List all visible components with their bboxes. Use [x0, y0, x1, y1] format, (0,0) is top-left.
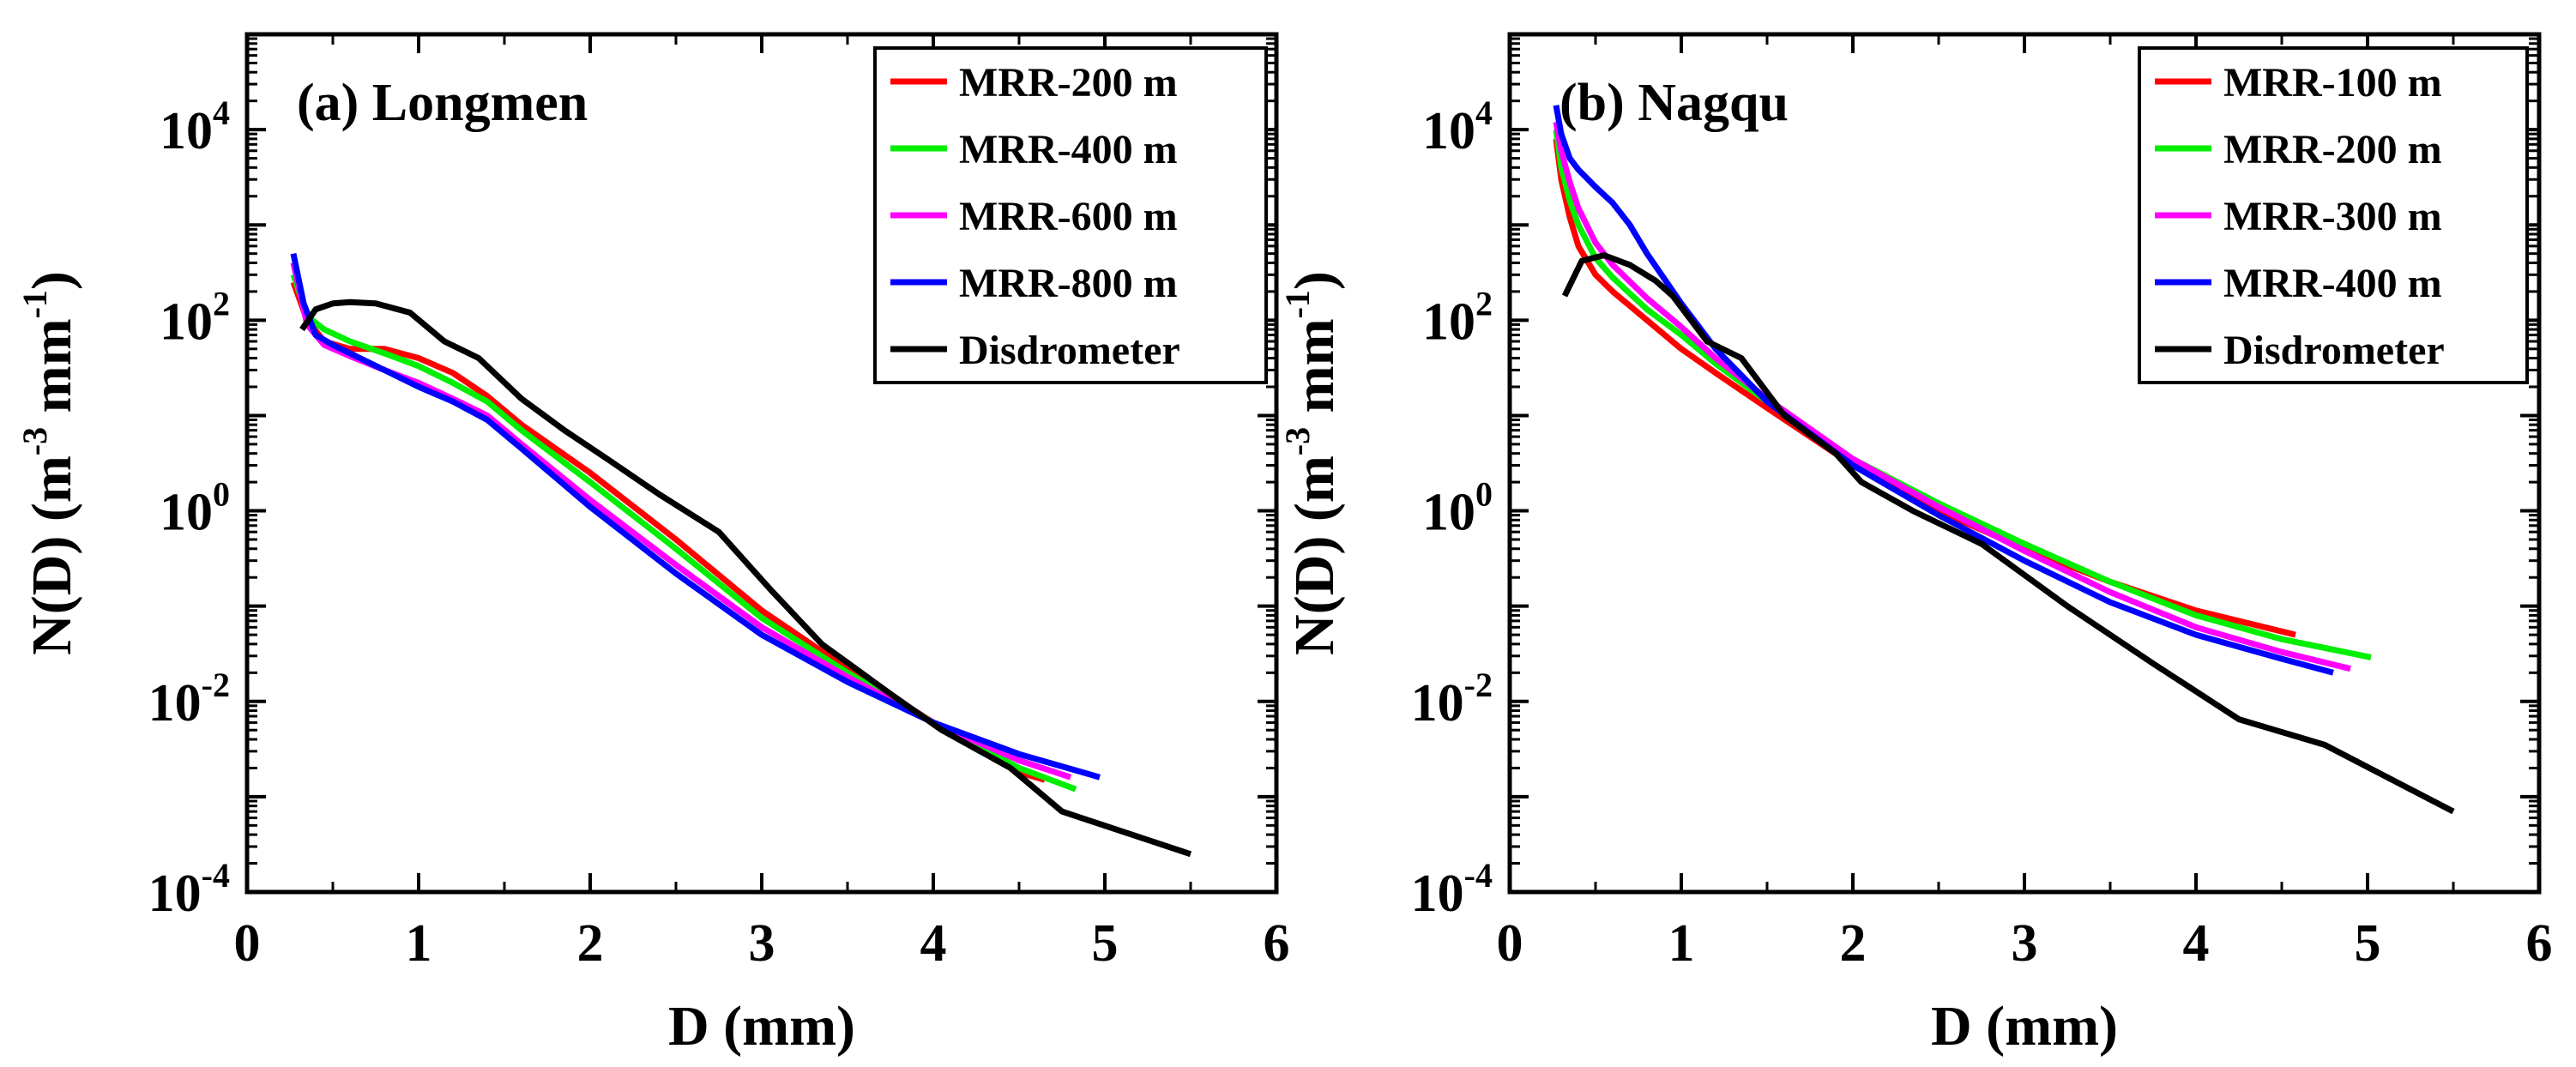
- y-axis-label: N(D) (m-3 mm-1): [1278, 271, 1346, 655]
- series-line-disdrometer: [1561, 252, 2455, 815]
- legend-item: MRR-600 m: [890, 194, 1178, 239]
- y-tick-label: 104: [160, 93, 230, 160]
- y-tick-label: 100: [1422, 475, 1493, 542]
- legend-item: MRR-800 m: [890, 261, 1178, 306]
- legend-item: MRR-200 m: [890, 60, 1178, 105]
- panel-title: (a) Longmen: [297, 74, 588, 132]
- x-tick-label: 3: [2012, 914, 2038, 973]
- legend-item: MRR-200 m: [2155, 127, 2442, 172]
- x-tick-label: 3: [749, 914, 775, 973]
- y-tick-label: 10-4: [1411, 856, 1493, 923]
- x-tick-label: 4: [2183, 914, 2210, 973]
- x-tick-label: 1: [1668, 914, 1695, 973]
- series-line-mrr-200-m: [1553, 129, 2372, 660]
- legend-label: Disdrometer: [959, 328, 1180, 373]
- y-tick-label: 10-2: [1411, 666, 1493, 732]
- x-axis: 0 1 2 3 4 5 6: [234, 34, 1290, 973]
- legend-label: MRR-800 m: [959, 261, 1178, 306]
- y-axis-label: N(D) (m-3 mm-1): [15, 271, 83, 655]
- y-axis: 10-4 10-2 100 102 104: [1411, 37, 2539, 923]
- y-axis: 10-4 10-2 100 102 104: [148, 37, 1276, 923]
- x-tick-label: 2: [1840, 914, 1867, 973]
- x-tick-label: 5: [1092, 914, 1119, 973]
- legend-label: MRR-200 m: [2223, 127, 2442, 172]
- series-line-disdrometer: [299, 298, 1192, 858]
- series-line-mrr-800-m: [290, 252, 1101, 781]
- y-tick-label: 10-2: [148, 666, 230, 732]
- legend-label: MRR-300 m: [2223, 194, 2442, 239]
- legend-item: MRR-300 m: [2155, 194, 2442, 239]
- x-tick-label: 6: [2526, 914, 2553, 973]
- panel-title: (b) Nagqu: [1559, 74, 1789, 132]
- legend-item: Disdrometer: [2155, 328, 2445, 373]
- legend-label: MRR-400 m: [2223, 261, 2442, 306]
- panel-nagqu: 0 1 2 3 4 5 6 10-4 10-2 100 102 104 D (mm) N(D) (m-3 …: [1278, 32, 2553, 1058]
- legend-label: Disdrometer: [2223, 328, 2445, 373]
- legend-label: MRR-400 m: [959, 127, 1178, 172]
- y-tick-label: 102: [160, 284, 230, 351]
- x-tick-label: 4: [920, 914, 947, 973]
- legend-item: MRR-400 m: [2155, 261, 2442, 306]
- x-tick-label: 5: [2355, 914, 2381, 973]
- x-axis-label: D (mm): [1931, 995, 2118, 1058]
- legend-item: MRR-100 m: [2155, 60, 2442, 105]
- legend-label: MRR-100 m: [2223, 60, 2442, 105]
- panel-longmen: 0 1 2 3 4 5 6 10-4 10-2 100 102 104 D (mm) N(D) (m-3 …: [15, 32, 1290, 1058]
- legend-label: MRR-200 m: [959, 60, 1178, 105]
- x-tick-label: 2: [577, 914, 604, 973]
- series-group: [1553, 105, 2455, 815]
- legend: MRR-100 m MRR-200 m MRR-300 m MRR-400 m Disd…: [2138, 46, 2529, 384]
- legend-item: Disdrometer: [890, 328, 1180, 373]
- legend: MRR-200 m MRR-400 m MRR-600 m MRR-800 m Disd…: [873, 46, 1268, 384]
- legend-label: MRR-600 m: [959, 194, 1178, 239]
- legend-item: MRR-400 m: [890, 127, 1178, 172]
- x-tick-label: 0: [1497, 914, 1523, 973]
- x-tick-label: 0: [234, 914, 261, 973]
- y-tick-label: 10-4: [148, 856, 230, 923]
- x-tick-label: 1: [406, 914, 432, 973]
- y-tick-label: 104: [1422, 93, 1493, 160]
- y-tick-label: 102: [1422, 284, 1493, 351]
- y-tick-label: 100: [160, 475, 230, 542]
- series-group: [290, 252, 1192, 858]
- x-tick-label: 6: [1264, 914, 1290, 973]
- series-line-mrr-300-m: [1553, 121, 2351, 672]
- x-axis: 0 1 2 3 4 5 6: [1497, 34, 2553, 973]
- x-axis-label: D (mm): [668, 995, 855, 1058]
